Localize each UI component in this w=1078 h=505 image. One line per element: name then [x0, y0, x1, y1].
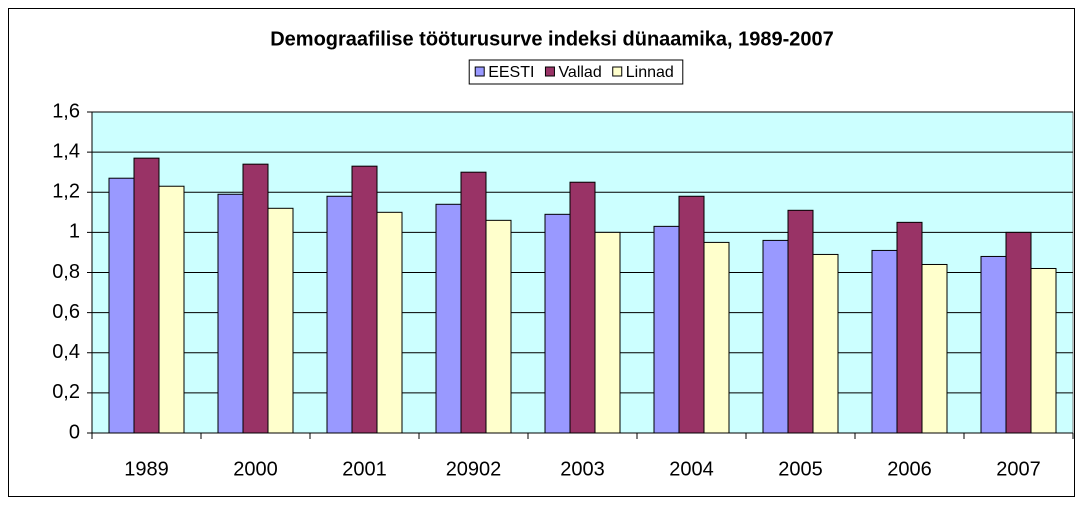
legend-swatch — [544, 66, 555, 77]
chart-title: Demograafilise tööturusurve indeksi düna… — [270, 28, 834, 50]
x-tick-label: 2001 — [342, 458, 387, 480]
y-tick-label: 0 — [69, 421, 80, 443]
legend: EESTI Vallad Linnad — [468, 59, 684, 85]
y-tick-label: 0,2 — [52, 381, 80, 403]
bar — [460, 171, 487, 434]
bar — [351, 165, 378, 434]
y-tick-label: 1,4 — [52, 140, 80, 162]
legend-label: EESTI — [488, 64, 534, 81]
bar — [896, 221, 923, 434]
bar — [594, 231, 621, 434]
bar — [544, 213, 571, 434]
bar — [158, 185, 185, 434]
legend-swatch — [612, 66, 623, 77]
bar — [762, 239, 789, 434]
bar — [569, 181, 596, 434]
legend-box — [468, 59, 684, 85]
y-tick-label: 1,2 — [52, 181, 80, 203]
bar — [1030, 267, 1057, 434]
x-tick-label: 1989 — [124, 458, 169, 480]
bar — [1005, 231, 1032, 434]
bar — [217, 193, 244, 434]
bar — [326, 195, 353, 434]
bar — [921, 263, 948, 434]
x-tick-label: 20902 — [446, 458, 502, 480]
y-tick-label: 1 — [69, 221, 80, 243]
x-tick-label: 2000 — [233, 458, 278, 480]
bar — [980, 255, 1007, 434]
bar — [653, 225, 680, 434]
x-tick-label: 2007 — [996, 458, 1041, 480]
bar — [787, 209, 814, 434]
x-tick-label: 2003 — [560, 458, 605, 480]
y-tick-label: 0,6 — [52, 301, 80, 323]
y-tick-label: 1,6 — [52, 100, 80, 122]
x-tick-label: 2004 — [669, 458, 714, 480]
bar — [485, 219, 512, 434]
bar — [267, 207, 294, 434]
legend-swatch — [474, 66, 485, 77]
bar — [108, 177, 135, 434]
bar — [435, 203, 462, 434]
bar — [703, 241, 730, 434]
bar — [242, 163, 269, 434]
legend-label: Vallad — [558, 64, 601, 81]
bar — [376, 211, 403, 434]
bar — [871, 249, 898, 434]
y-tick-label: 0,4 — [52, 341, 80, 363]
y-tick-label: 0,8 — [52, 261, 80, 283]
x-tick-label: 2006 — [887, 458, 932, 480]
x-tick-label: 2005 — [778, 458, 823, 480]
bar — [812, 253, 839, 434]
legend-label: Linnad — [626, 64, 674, 81]
bar — [133, 157, 160, 434]
bar — [678, 195, 705, 434]
